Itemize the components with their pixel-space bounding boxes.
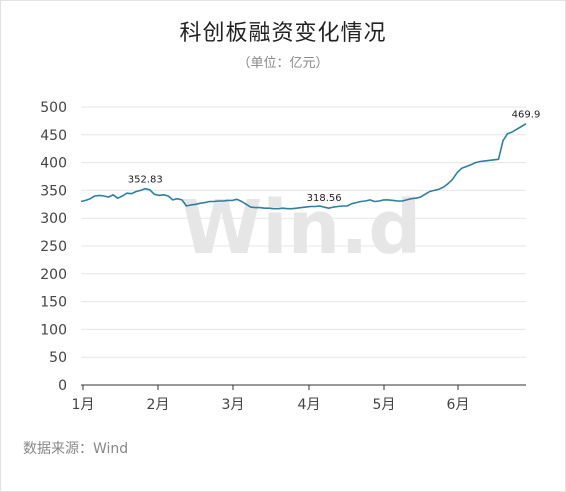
data-source: 数据来源：Wind [23,441,129,457]
x-tick-label: 3月 [222,397,245,413]
y-tick-label: 500 [40,100,67,116]
data-label: 469.9 [512,110,541,121]
line-chart: Win.d 0 50 100 150 200 250 300 350 400 450 500 1月 2月… [40,100,541,413]
x-tick-label: 1月 [72,397,95,413]
chart-subtitle: （单位：亿元） [237,56,329,71]
y-tick-label: 200 [40,267,67,283]
y-tick-label: 50 [49,350,67,366]
y-tick-label: 450 [40,128,67,144]
y-tick-label: 0 [58,378,67,394]
data-label: 318.56 [307,193,342,204]
y-tick-label: 400 [40,156,67,172]
x-tick-label: 4月 [298,397,321,413]
y-tick-label: 150 [40,295,67,311]
data-label: 352.83 [128,175,163,186]
x-tick-label: 5月 [373,397,396,413]
watermark: Win.d [181,185,422,271]
x-tick-label: 2月 [147,397,170,413]
y-tick-label: 350 [40,183,67,199]
x-tick-label: 6月 [447,397,470,413]
y-tick-label: 300 [40,211,67,227]
y-tick-label: 100 [40,322,67,338]
y-tick-label: 250 [40,239,67,255]
series-line [80,123,527,210]
chart-title: 科创板融资变化情况 [179,21,387,46]
